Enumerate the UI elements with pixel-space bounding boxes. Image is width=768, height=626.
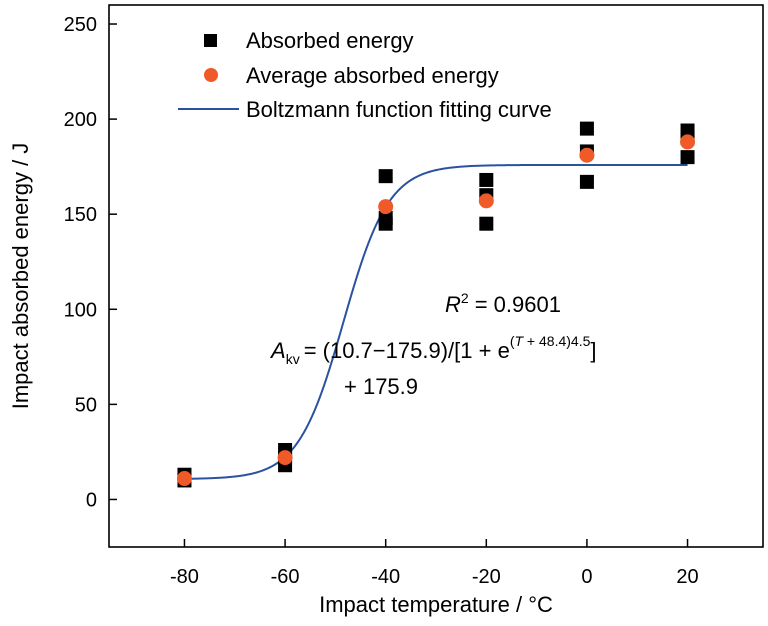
eq-exp-open: ( — [510, 333, 515, 349]
eq-exp-rest: + 48.4)4.5 — [523, 333, 591, 349]
y-tick-label: 250 — [64, 14, 97, 36]
equation-line-2: + 175.9 — [344, 374, 418, 399]
eq-close-bracket: ] — [590, 338, 596, 363]
r2-symbol: R — [445, 292, 461, 317]
r2-superscript: 2 — [461, 290, 469, 306]
eq-symbol: A — [269, 338, 286, 363]
average-energy-point — [277, 450, 293, 466]
absorbed-energy-point — [680, 150, 695, 165]
absorbed-energy-point — [579, 174, 594, 189]
x-tick-label: -40 — [371, 566, 400, 588]
axis-ticks — [109, 23, 689, 547]
average-energy-point — [680, 134, 696, 150]
eq-part2: 175.9)/[1 + e — [386, 338, 510, 363]
x-tick-label: -60 — [271, 566, 300, 588]
absorbed-energy-point — [378, 169, 393, 184]
y-tick-label: 50 — [75, 394, 97, 416]
legend-marker-circle — [204, 68, 218, 82]
plot-frame — [108, 4, 764, 548]
absorbed-energy-point — [479, 216, 494, 231]
eq-subscript: kv — [286, 351, 300, 367]
absorbed-energy-point — [378, 216, 393, 231]
average-energy-point — [176, 471, 192, 487]
average-energy-points — [176, 134, 696, 487]
average-energy-point — [579, 147, 595, 163]
absorbed-energy-points — [177, 121, 695, 488]
y-tick-label: 200 — [64, 109, 97, 131]
y-tick-label: 100 — [64, 299, 97, 321]
eq-part1: = (10.7 — [304, 338, 373, 363]
average-energy-point — [478, 193, 494, 209]
legend-marker-square — [204, 34, 217, 47]
average-energy-point — [378, 199, 394, 215]
fit-curve — [184, 163, 688, 480]
x-tick-label: -80 — [170, 566, 199, 588]
x-tick-label: 0 — [581, 566, 592, 588]
equation-line-1: Akv = (10.7−175.9)/[1 + e(T + 48.4)4.5] — [269, 333, 597, 367]
y-tick-label: 150 — [64, 204, 97, 226]
fit-curve-layer — [184, 163, 688, 480]
eq-exp-var: T — [514, 333, 524, 349]
r2-value: = 0.9601 — [475, 292, 561, 317]
y-axis-title: Impact absorbed energy / J — [8, 143, 33, 410]
absorbed-energy-point — [479, 172, 494, 187]
eq-minus: − — [373, 338, 386, 363]
legend-label-fit: Boltzmann function fitting curve — [246, 97, 552, 122]
y-tick-label: 0 — [86, 489, 97, 511]
x-tick-label: -20 — [472, 566, 501, 588]
x-tick-label: 20 — [676, 566, 698, 588]
absorbed-energy-point — [579, 121, 594, 136]
legend-label-absorbed: Absorbed energy — [246, 28, 414, 53]
legend: Absorbed energy Average absorbed energy … — [178, 28, 552, 122]
legend-label-average: Average absorbed energy — [246, 63, 499, 88]
x-axis-title: Impact temperature / °C — [319, 592, 553, 617]
r-squared-annotation: R2 = 0.9601 — [445, 290, 561, 317]
